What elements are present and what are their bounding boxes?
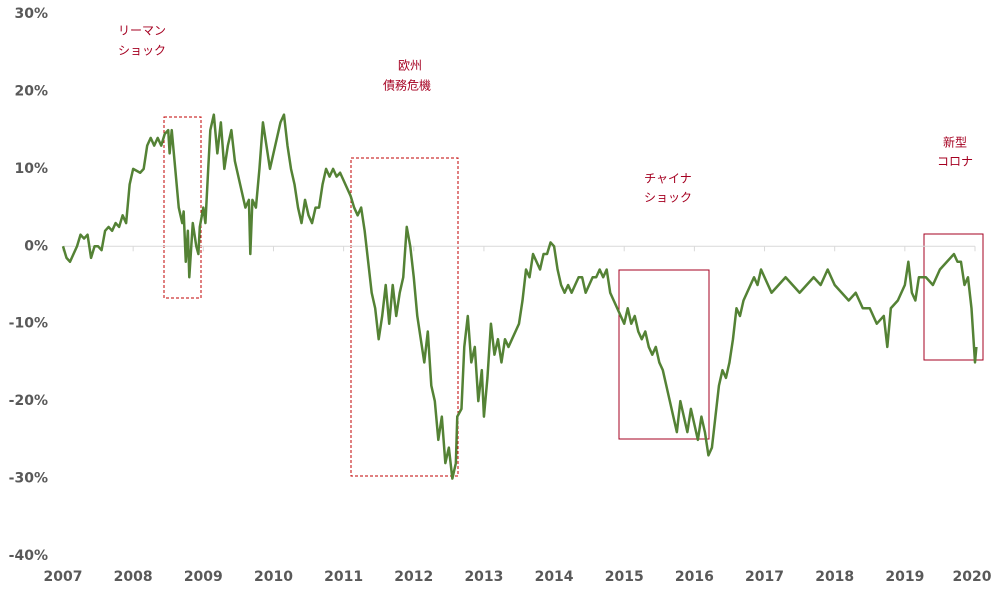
x-tick-label: 2020 — [953, 569, 991, 585]
y-tick-label: 20% — [14, 83, 48, 99]
x-tick-label: 2016 — [675, 569, 714, 585]
x-tick-label: 2009 — [184, 569, 223, 585]
annotation: 新型 — [943, 135, 967, 150]
annotation: 債務危機 — [383, 78, 431, 93]
y-tick-label: 30% — [14, 6, 48, 22]
y-tick-label: 10% — [14, 161, 48, 177]
annotation: コロナ — [937, 155, 973, 169]
y-tick-label: -10% — [9, 316, 48, 332]
annotation: リーマン — [118, 24, 166, 38]
x-tick-label: 2019 — [885, 569, 924, 585]
x-tick-label: 2012 — [394, 569, 433, 585]
x-tick-label: 2017 — [745, 569, 784, 585]
x-tick-label: 2014 — [535, 569, 574, 585]
x-tick-label: 2007 — [44, 569, 83, 585]
event-boxes — [163, 116, 984, 477]
annotation: ショック — [118, 44, 166, 58]
y-tick-label: 0% — [24, 238, 48, 254]
x-tick-label: 2011 — [324, 569, 363, 585]
event-box — [923, 233, 984, 361]
annotation: チャイナ — [644, 172, 692, 186]
x-tick-label: 2013 — [464, 569, 503, 585]
annotation: ショック — [644, 191, 692, 205]
x-tick-label: 2008 — [114, 569, 153, 585]
event-box — [163, 116, 202, 299]
y-tick-label: -30% — [9, 471, 48, 487]
y-tick-label: -40% — [9, 548, 48, 564]
x-tick-label: 2015 — [605, 569, 644, 585]
annotation: 欧州 — [398, 59, 422, 73]
event-box — [618, 269, 710, 440]
x-tick-label: 2018 — [815, 569, 854, 585]
y-tick-label: -20% — [9, 393, 48, 409]
data-line — [61, 113, 978, 480]
event-box — [350, 157, 459, 477]
x-tick-label: 2010 — [254, 569, 293, 585]
